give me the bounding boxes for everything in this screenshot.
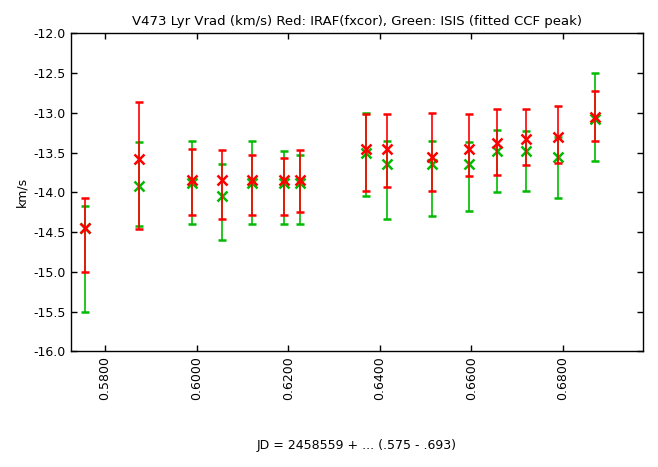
Title: V473 Lyr Vrad (km/s) Red: IRAF(fxcor), Green: ISIS (fitted CCF peak): V473 Lyr Vrad (km/s) Red: IRAF(fxcor), G… (132, 15, 582, 28)
X-axis label: JD = 2458559 + ... (.575 - .693): JD = 2458559 + ... (.575 - .693) (257, 439, 457, 452)
Y-axis label: km/s: km/s (15, 177, 28, 207)
